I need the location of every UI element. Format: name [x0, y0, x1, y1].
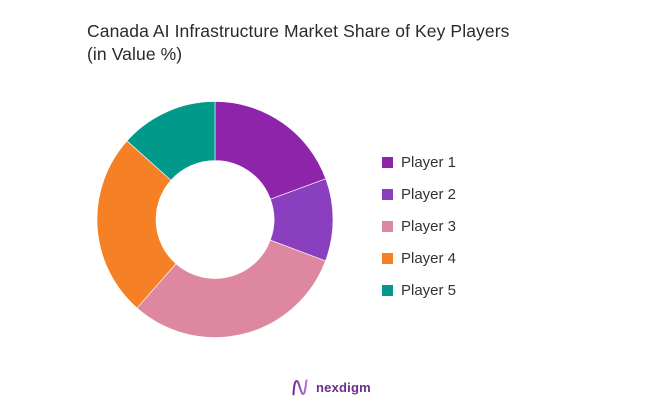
legend-label: Player 4 — [401, 250, 457, 268]
donut-slice-player-1[interactable] — [214, 101, 327, 200]
brand-logo: nexdigm — [292, 379, 371, 396]
legend-label: Player 3 — [401, 217, 457, 235]
brand-name: nexdigm — [316, 380, 371, 395]
legend-item-player-4[interactable]: Player 4 — [382, 243, 456, 275]
legend-item-player-5[interactable]: Player 5 — [382, 275, 456, 307]
chart-title-line-1: Canada AI Infrastructure Market Share of… — [87, 21, 510, 41]
legend-swatch-icon — [382, 220, 393, 232]
legend-swatch-icon — [382, 156, 393, 168]
chart-title: Canada AI Infrastructure Market Share of… — [87, 20, 627, 66]
legend-label: Player 2 — [401, 185, 457, 203]
donut-slice-player-4[interactable] — [96, 140, 177, 309]
legend-swatch-icon — [382, 253, 393, 265]
legend-label: Player 5 — [401, 282, 457, 300]
legend-label: Player 1 — [401, 153, 457, 171]
donut-slice-player-3[interactable] — [136, 239, 326, 338]
chart-title-line-2: (in Value %) — [87, 44, 183, 64]
legend-item-player-2[interactable]: Player 2 — [382, 178, 456, 210]
legend-swatch-icon — [382, 188, 393, 200]
donut-slice-player-5[interactable] — [126, 101, 216, 181]
legend-item-player-1[interactable]: Player 1 — [382, 146, 456, 178]
chart-legend: Player 1 Player 2 Player 3 Player 4 Play… — [382, 146, 456, 307]
nexdigm-wave-logo-icon — [292, 379, 308, 396]
legend-swatch-icon — [382, 285, 393, 297]
legend-item-player-3[interactable]: Player 3 — [382, 210, 456, 242]
